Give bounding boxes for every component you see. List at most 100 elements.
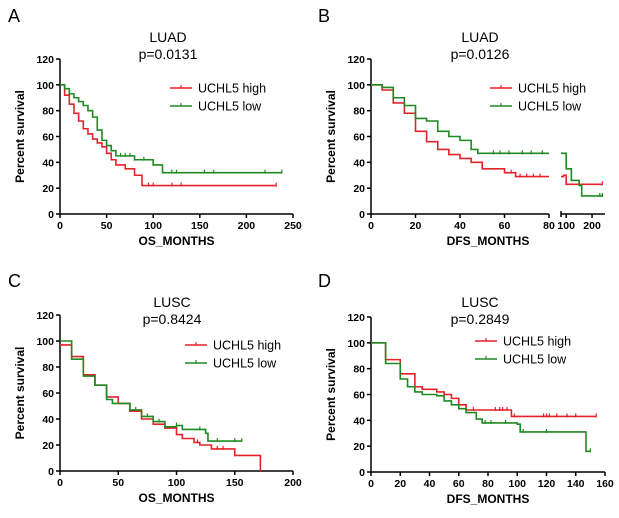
y-tick-label: 20 xyxy=(353,441,365,453)
panel-label: D xyxy=(318,271,331,291)
x-tick-label: 0 xyxy=(368,220,374,232)
x-tick-label: 150 xyxy=(191,220,209,232)
y-tick-label: 80 xyxy=(42,362,54,374)
legend-label-low: UCHL5 low xyxy=(213,357,277,371)
x-tick-label: 120 xyxy=(538,478,556,490)
y-tick-label: 60 xyxy=(353,390,365,402)
x-tick-label: 140 xyxy=(567,478,585,490)
chart-title: LUAD xyxy=(149,29,186,45)
legend-label-high: UCHL5 high xyxy=(213,339,281,353)
x-tick-label: 40 xyxy=(454,220,466,232)
y-tick-label: 20 xyxy=(42,440,54,452)
y-tick-label: 0 xyxy=(359,209,365,221)
x-tick-label: 100 xyxy=(168,477,186,489)
legend-label-high: UCHL5 high xyxy=(503,335,571,349)
x-tick-label: 100 xyxy=(508,478,526,490)
x-tick-label: 80 xyxy=(543,220,555,232)
series-high xyxy=(371,84,604,186)
series-low xyxy=(371,342,591,453)
y-tick-label: 80 xyxy=(353,364,365,376)
y-tick-label: 0 xyxy=(48,209,54,221)
y-tick-label: 80 xyxy=(353,106,365,118)
x-tick-label: 200 xyxy=(284,477,302,489)
x-tick-label: 160 xyxy=(596,478,614,490)
panel-label: A xyxy=(8,6,20,26)
survival-curve-high xyxy=(60,84,277,187)
y-tick-label: 80 xyxy=(42,106,54,118)
x-axis-label: DFS_MONTHS xyxy=(447,492,530,506)
survival-curve-low xyxy=(371,342,591,453)
y-tick-label: 100 xyxy=(347,338,365,350)
legend-label-high: UCHL5 high xyxy=(518,82,586,96)
x-tick-label: 40 xyxy=(424,478,436,490)
p-value: p=0.0126 xyxy=(451,46,510,62)
x-tick-label: 80 xyxy=(482,478,494,490)
legend-label-low: UCHL5 low xyxy=(503,353,567,367)
y-tick-label: 40 xyxy=(353,415,365,427)
y-axis-label: Percent survival xyxy=(324,90,338,183)
y-tick-label: 120 xyxy=(347,312,365,324)
x-tick-label: 20 xyxy=(410,220,422,232)
y-tick-label: 0 xyxy=(359,467,365,479)
panel-label: C xyxy=(8,271,21,291)
x-tick-label: 200 xyxy=(238,220,256,232)
x-tick-label: 250 xyxy=(284,220,302,232)
y-axis-label: Percent survival xyxy=(13,90,27,183)
y-tick-label: 40 xyxy=(42,414,54,426)
y-tick-label: 120 xyxy=(347,54,365,66)
x-tick-label: 100 xyxy=(144,220,162,232)
series-low xyxy=(60,84,283,174)
chart-title: LUSC xyxy=(461,294,498,310)
y-tick-label: 100 xyxy=(36,336,54,348)
legend-label-low: UCHL5 low xyxy=(198,100,262,114)
x-tick-label: 100 xyxy=(557,220,575,232)
y-tick-label: 60 xyxy=(42,132,54,144)
series-high xyxy=(60,84,277,187)
chart-title: LUSC xyxy=(153,294,190,310)
survival-curve-low xyxy=(371,84,603,197)
y-tick-label: 100 xyxy=(36,80,54,92)
x-axis-label: OS_MONTHS xyxy=(138,491,214,505)
x-tick-label: 0 xyxy=(57,220,63,232)
x-tick-label: 0 xyxy=(57,477,63,489)
chart-title: LUAD xyxy=(461,29,498,45)
series-low xyxy=(371,84,604,197)
p-value: p=0.2849 xyxy=(451,311,510,327)
x-axis-label: OS_MONTHS xyxy=(138,234,214,248)
y-axis-label: Percent survival xyxy=(13,347,27,440)
y-tick-label: 20 xyxy=(42,183,54,195)
series-low xyxy=(60,340,243,443)
x-tick-label: 50 xyxy=(112,477,124,489)
x-tick-label: 200 xyxy=(583,220,601,232)
x-tick-label: 60 xyxy=(499,220,511,232)
x-axis-label: DFS_MONTHS xyxy=(447,234,530,248)
y-tick-label: 20 xyxy=(353,183,365,195)
legend-label-low: UCHL5 low xyxy=(518,100,582,114)
x-tick-label: 0 xyxy=(368,478,374,490)
x-tick-label: 60 xyxy=(453,478,465,490)
legend-label-high: UCHL5 high xyxy=(198,82,266,96)
p-value: p=0.0131 xyxy=(139,46,198,62)
y-tick-label: 120 xyxy=(36,54,54,66)
survival-curve-low xyxy=(60,340,242,442)
y-tick-label: 40 xyxy=(353,157,365,169)
panel-label: B xyxy=(318,6,330,26)
x-tick-label: 50 xyxy=(101,220,113,232)
y-tick-label: 60 xyxy=(353,132,365,144)
survival-curve-high xyxy=(371,84,603,186)
y-tick-label: 120 xyxy=(36,310,54,322)
survival-curve-low xyxy=(60,84,282,174)
x-tick-label: 20 xyxy=(394,478,406,490)
y-axis-label: Percent survival xyxy=(324,348,338,441)
y-tick-label: 40 xyxy=(42,157,54,169)
x-tick-label: 150 xyxy=(226,477,244,489)
y-tick-label: 100 xyxy=(347,80,365,92)
y-tick-label: 60 xyxy=(42,388,54,400)
y-tick-label: 0 xyxy=(48,466,54,478)
p-value: p=0.8424 xyxy=(143,311,202,327)
